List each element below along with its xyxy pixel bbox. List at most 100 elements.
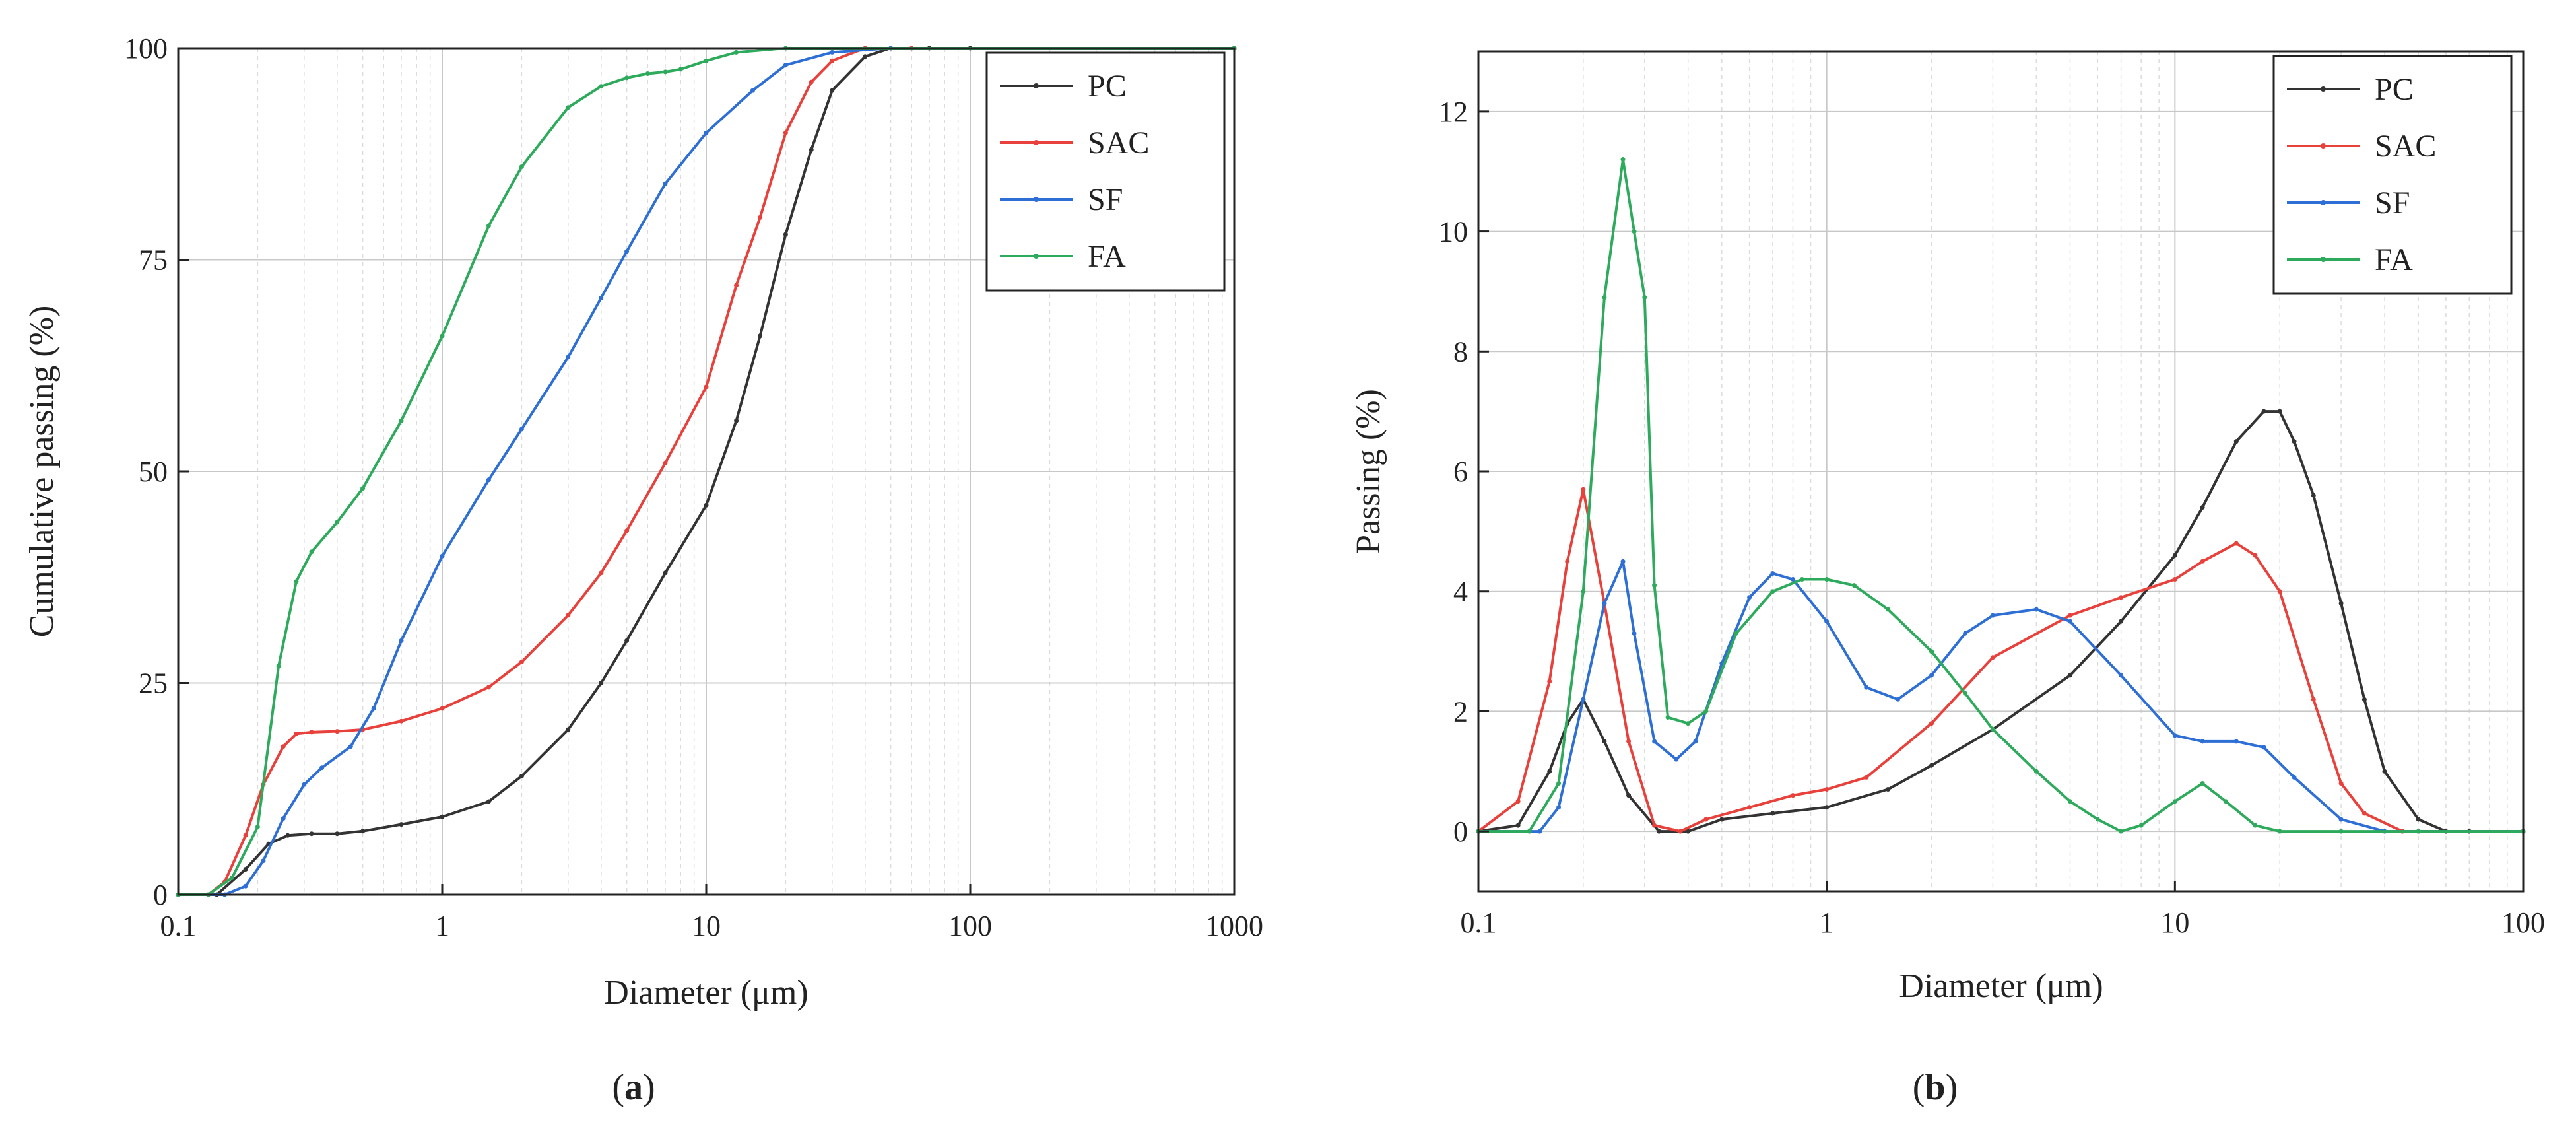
data-point-sf xyxy=(243,883,248,889)
data-point-sac xyxy=(440,706,445,711)
data-point-fa xyxy=(704,58,709,63)
data-point-sf xyxy=(371,706,376,711)
data-point-pc xyxy=(2338,601,2344,606)
data-point-fa xyxy=(230,875,235,880)
chart-a-y-axis-label: Cumulative passing (%) xyxy=(23,306,61,638)
legend-label-sf: SF xyxy=(1088,182,1123,217)
data-point-fa xyxy=(2416,829,2421,834)
data-point-fa xyxy=(2253,823,2258,828)
y-tick-label: 10 xyxy=(1439,216,1468,248)
legend-label-sac: SAC xyxy=(1088,125,1149,160)
data-point-sac xyxy=(809,79,814,85)
chart-panel-a: 0.1 1 10 100 1000 0 25 50 75 100 Diameter (μm) Cu… xyxy=(23,32,1263,1108)
series-sf xyxy=(176,46,1237,897)
data-point-fa xyxy=(663,69,668,75)
data-point-sf xyxy=(1963,631,1968,636)
data-point-sac xyxy=(830,58,835,63)
data-point-sac xyxy=(599,570,604,576)
data-point-sf xyxy=(599,295,604,300)
data-point-sac xyxy=(2172,577,2177,582)
data-point-pc xyxy=(2261,409,2266,414)
data-point-fa xyxy=(1851,583,1857,588)
data-point-fa xyxy=(566,105,571,110)
data-point-sf xyxy=(1791,577,1795,582)
series-line-sf xyxy=(1478,560,2523,833)
y-tick-label: 8 xyxy=(1453,335,1468,368)
data-point-pc xyxy=(2277,409,2282,414)
data-point-pc xyxy=(486,799,491,804)
y-tick-label: 50 xyxy=(139,456,168,488)
data-point-sf xyxy=(2033,607,2039,612)
data-point-pc xyxy=(830,88,835,93)
legend-label-pc: PC xyxy=(1088,69,1127,104)
data-point-fa xyxy=(1581,589,1586,594)
data-point-sac xyxy=(281,744,286,749)
data-point-sac xyxy=(2253,553,2258,558)
data-point-sf xyxy=(1929,673,1934,678)
data-point-pc xyxy=(360,829,366,834)
data-point-sac xyxy=(1565,559,1570,564)
data-point-pc xyxy=(734,418,739,423)
data-point-pc xyxy=(309,831,314,837)
data-point-sac xyxy=(2277,589,2282,594)
data-point-sf xyxy=(1895,697,1900,702)
data-point-pc xyxy=(335,831,340,837)
data-point-pc xyxy=(399,822,404,827)
data-point-fa xyxy=(255,824,260,829)
y-tick-label: 4 xyxy=(1453,576,1468,608)
data-point-sf xyxy=(1990,613,1995,618)
data-point-pc xyxy=(2200,505,2205,510)
data-point-sac xyxy=(1929,721,1934,726)
data-point-fa xyxy=(309,549,314,555)
data-point-sac xyxy=(1652,823,1657,828)
series-sf xyxy=(1476,559,2526,834)
data-point-sf xyxy=(2068,619,2072,624)
data-point-sac xyxy=(566,613,571,618)
series-fa xyxy=(1476,157,2526,834)
data-point-fa xyxy=(2033,769,2039,774)
y-tick-label: 2 xyxy=(1453,695,1468,728)
x-tick-label: 100 xyxy=(948,910,992,942)
y-tick-label: 25 xyxy=(139,668,168,700)
data-point-fa xyxy=(1556,781,1562,786)
data-point-fa xyxy=(1734,631,1739,636)
data-point-fa xyxy=(624,75,630,81)
x-tick-label: 0.1 xyxy=(1461,907,1497,939)
data-point-sf xyxy=(1693,739,1698,744)
data-point-fa xyxy=(1929,649,1934,654)
data-point-pc xyxy=(1824,805,1830,810)
chart-panel-b: 0.1 1 10 100 0 2 4 6 8 10 12 Diameter (μm) Passing… xyxy=(1350,50,2545,1108)
data-point-fa xyxy=(1824,577,1830,582)
data-point-sf xyxy=(2338,817,2344,822)
chart-a-caption: (a) xyxy=(612,1067,655,1108)
data-point-sf xyxy=(624,249,630,254)
legend-label-sac: SAC xyxy=(2375,129,2436,164)
data-point-sf xyxy=(348,744,353,749)
data-point-pc xyxy=(758,333,763,339)
chart-a-caption-prefix: ( xyxy=(612,1067,624,1108)
data-point-pc xyxy=(1686,829,1691,834)
data-point-fa xyxy=(2119,829,2124,834)
data-point-sf xyxy=(2119,673,2124,678)
chart-b-series-layer xyxy=(1476,157,2526,834)
data-point-pc xyxy=(2361,697,2367,702)
data-point-pc xyxy=(519,774,524,778)
chart-b-y-axis-label: Passing (%) xyxy=(1350,389,1387,554)
data-point-sac xyxy=(1678,829,1683,834)
legend-label-fa: FA xyxy=(1088,239,1126,274)
data-point-pc xyxy=(243,867,248,872)
data-point-fa xyxy=(486,223,491,228)
data-point-sac xyxy=(1864,774,1869,780)
legend-marker-pc xyxy=(2321,86,2326,92)
chart-a-ticks: 0.1 1 10 100 1000 0 25 50 75 100 xyxy=(124,32,1263,942)
chart-a-caption-letter: a xyxy=(624,1067,643,1108)
data-point-fa xyxy=(2200,781,2205,786)
data-point-fa xyxy=(645,71,650,76)
y-tick-label: 6 xyxy=(1453,456,1468,488)
legend-marker-sf xyxy=(1034,197,1039,202)
data-point-sf xyxy=(302,782,307,787)
data-point-fa xyxy=(2172,799,2177,804)
chart-b-caption: (b) xyxy=(1913,1067,1958,1108)
data-point-sac xyxy=(399,718,404,724)
y-tick-label: 0 xyxy=(1453,815,1468,848)
